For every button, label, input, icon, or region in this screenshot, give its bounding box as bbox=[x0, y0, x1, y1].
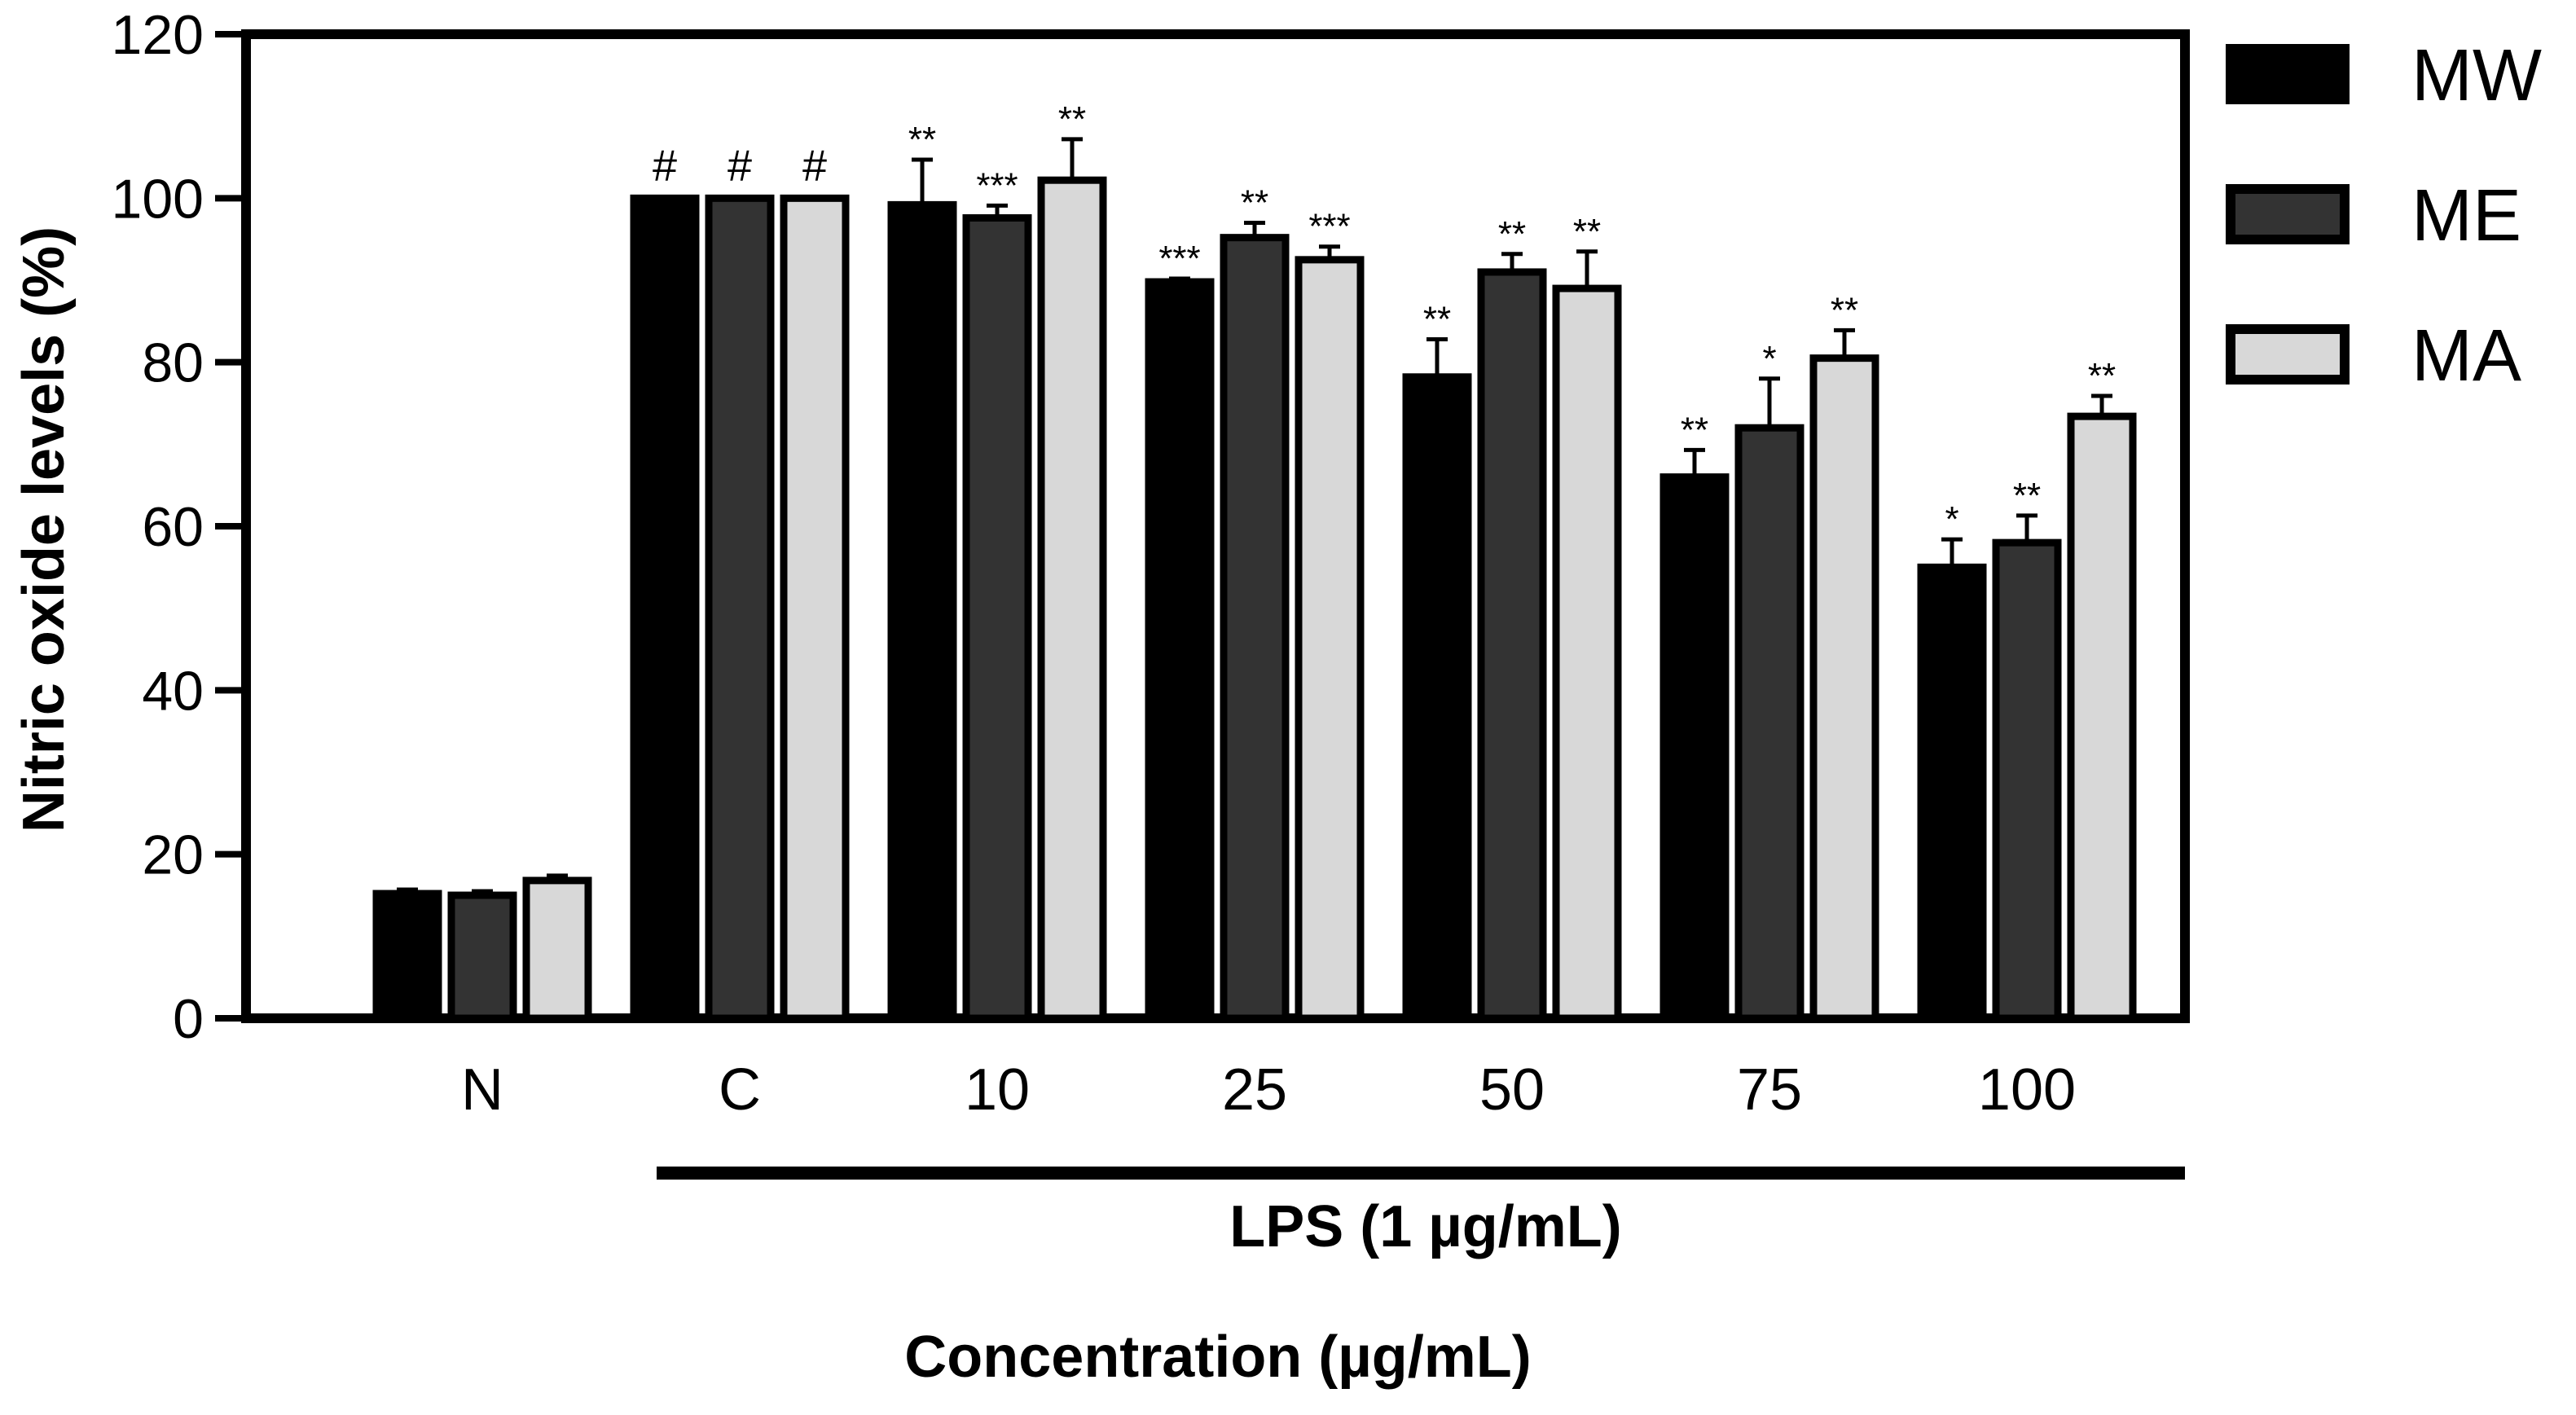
significance-marker: ** bbox=[2088, 356, 2116, 396]
bar-mw-N bbox=[372, 890, 442, 1022]
significance-marker: ** bbox=[1831, 290, 1858, 330]
bar-ma-N bbox=[522, 877, 592, 1022]
bar-me-25 bbox=[1220, 234, 1290, 1022]
bar-me-10 bbox=[962, 213, 1032, 1022]
significance-marker: *** bbox=[1308, 207, 1350, 247]
significance-marker: ** bbox=[1573, 212, 1601, 252]
bar-mw-50 bbox=[1402, 373, 1472, 1022]
y-tick-label: 120 bbox=[112, 4, 204, 66]
legend-swatch-mw bbox=[2226, 44, 2350, 104]
x-tick-label: 10 bbox=[965, 1057, 1030, 1123]
bar-me-50 bbox=[1477, 268, 1547, 1022]
significance-marker: ** bbox=[908, 120, 936, 160]
significance-marker: *** bbox=[976, 165, 1018, 205]
significance-marker: ** bbox=[1058, 99, 1086, 139]
legend-label-mw: MW bbox=[2411, 35, 2542, 116]
y-axis-label: Nitric oxide levels (%) bbox=[11, 226, 77, 833]
y-tick-label: 20 bbox=[142, 824, 204, 886]
bar-me-C bbox=[705, 194, 775, 1022]
bar-ma-75 bbox=[1809, 354, 1879, 1022]
x-tick-label: C bbox=[719, 1057, 761, 1123]
legend-swatch-me bbox=[2226, 184, 2350, 244]
lps-bracket-label: LPS (1 µg/mL) bbox=[1229, 1194, 1622, 1259]
significance-marker: ** bbox=[1241, 183, 1268, 223]
significance-marker: * bbox=[1762, 339, 1776, 379]
significance-marker: ** bbox=[1423, 299, 1451, 339]
significance-marker: # bbox=[653, 141, 677, 190]
bar-ma-C bbox=[780, 194, 850, 1022]
y-tick-label: 100 bbox=[112, 168, 204, 230]
legend-swatch-ma bbox=[2226, 324, 2350, 385]
legend-label-ma: MA bbox=[2411, 315, 2521, 397]
bar-ma-10 bbox=[1037, 176, 1107, 1022]
significance-marker: * bbox=[1945, 499, 1958, 539]
bar-mw-25 bbox=[1145, 278, 1215, 1022]
bar-me-N bbox=[447, 891, 517, 1022]
bar-me-100 bbox=[1992, 538, 2062, 1022]
legend-label-me: ME bbox=[2411, 175, 2521, 257]
plot-frame bbox=[241, 29, 2190, 1023]
bar-mw-C bbox=[630, 194, 700, 1022]
bar-ma-25 bbox=[1295, 256, 1365, 1022]
y-tick-label: 40 bbox=[142, 660, 204, 722]
bar-ma-50 bbox=[1552, 284, 1622, 1022]
significance-marker: # bbox=[802, 141, 827, 190]
significance-marker: ** bbox=[1681, 410, 1708, 450]
x-tick-label: N bbox=[461, 1057, 503, 1123]
x-axis-label: Concentration (µg/mL) bbox=[904, 1325, 1531, 1390]
x-tick-label: 75 bbox=[1737, 1057, 1802, 1123]
y-tick-label: 80 bbox=[142, 332, 204, 394]
y-tick-label: 0 bbox=[173, 988, 204, 1050]
bar-ma-100 bbox=[2067, 412, 2137, 1022]
bar-mw-100 bbox=[1917, 563, 1987, 1022]
bar-mw-10 bbox=[887, 200, 957, 1022]
x-tick-label: 50 bbox=[1479, 1057, 1545, 1123]
bar-me-75 bbox=[1734, 424, 1805, 1022]
x-tick-label: 100 bbox=[1978, 1057, 2076, 1123]
significance-marker: ** bbox=[1498, 214, 1526, 254]
bar-mw-75 bbox=[1659, 473, 1730, 1022]
x-tick-label: 25 bbox=[1222, 1057, 1287, 1123]
significance-marker: # bbox=[728, 141, 752, 190]
significance-marker: ** bbox=[2013, 476, 2041, 516]
significance-marker: *** bbox=[1158, 239, 1200, 279]
y-tick-label: 60 bbox=[142, 496, 204, 558]
